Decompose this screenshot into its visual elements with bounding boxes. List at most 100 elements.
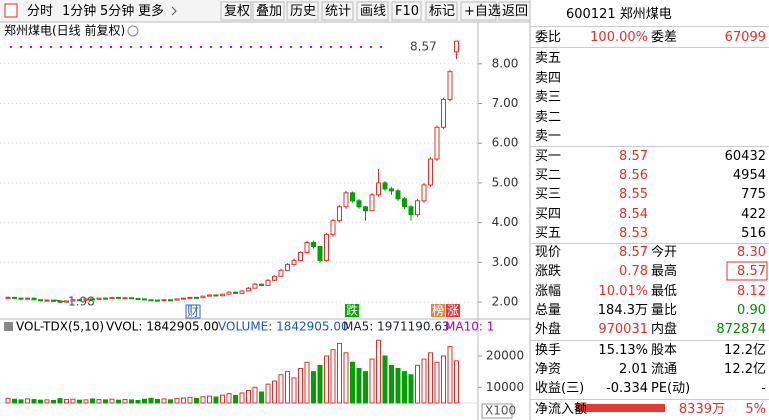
volume-bar bbox=[382, 355, 388, 404]
button[interactable] bbox=[321, 1, 354, 21]
button[interactable] bbox=[252, 1, 285, 21]
candle-body bbox=[207, 294, 212, 297]
bid-price: 8.57 bbox=[619, 149, 648, 164]
button[interactable] bbox=[220, 1, 252, 21]
button[interactable] bbox=[498, 1, 531, 21]
candle-body bbox=[343, 192, 349, 208]
tab[interactable]: 更多 bbox=[138, 4, 165, 19]
button-label[interactable]: 标记 bbox=[429, 4, 456, 19]
button-label[interactable]: 叠加 bbox=[256, 4, 283, 19]
button[interactable] bbox=[356, 1, 389, 21]
tab[interactable]: 分时 bbox=[27, 4, 54, 19]
volume-bar bbox=[168, 399, 173, 404]
label: 最高 bbox=[651, 264, 678, 280]
volume-bar bbox=[51, 399, 56, 404]
candle-body bbox=[408, 206, 414, 216]
candle-body bbox=[298, 251, 303, 261]
value: 12.2亿 bbox=[724, 343, 766, 358]
candle-body bbox=[434, 126, 440, 160]
volume-bar bbox=[363, 371, 368, 404]
stock-title: 600121 郑州煤电 bbox=[566, 7, 672, 22]
button-label[interactable]: 复权 bbox=[224, 4, 251, 19]
bid-volume: 775 bbox=[741, 187, 766, 203]
value: 8.57 bbox=[619, 245, 648, 260]
value: -0.334 bbox=[606, 381, 648, 397]
volume-bar bbox=[265, 383, 271, 404]
volume-bar bbox=[31, 399, 37, 404]
button-label[interactable]: 历史 bbox=[290, 4, 317, 19]
candle-body bbox=[415, 200, 420, 216]
volume-bar bbox=[129, 399, 134, 404]
candle-body bbox=[51, 299, 56, 302]
unit-box bbox=[481, 403, 513, 419]
button-label[interactable]: 返回 bbox=[502, 4, 529, 19]
button-label[interactable]: F10 bbox=[395, 4, 420, 19]
button-label[interactable]: +自选 bbox=[464, 4, 501, 19]
candle-body bbox=[272, 275, 277, 281]
value: 8339万 bbox=[678, 402, 725, 417]
candle-body bbox=[213, 294, 219, 297]
vol-icon[interactable] bbox=[4, 322, 13, 331]
volume-bar bbox=[369, 358, 375, 404]
vol-unit: X100 bbox=[485, 404, 516, 418]
candle-body bbox=[369, 194, 375, 212]
volume-bar bbox=[207, 395, 212, 404]
y-tick-label: 6.00 bbox=[492, 136, 519, 150]
candle-body bbox=[142, 298, 147, 301]
tab[interactable]: 1分钟 bbox=[62, 4, 97, 19]
menu-icon[interactable] bbox=[4, 3, 18, 18]
volume-bar bbox=[161, 398, 167, 404]
button[interactable] bbox=[391, 1, 422, 21]
label: 最低 bbox=[651, 283, 678, 299]
button-label[interactable]: 统计 bbox=[325, 4, 352, 19]
candle-body bbox=[187, 296, 193, 299]
y-tick-label: 4.00 bbox=[492, 215, 519, 229]
vol-tick-label: 20000 bbox=[486, 348, 524, 362]
vol-header: VOLUME: 1842905.00 bbox=[218, 320, 349, 334]
candle-body bbox=[12, 296, 17, 299]
volume-bar bbox=[200, 396, 206, 404]
value: 2.01 bbox=[619, 362, 648, 378]
candle-body bbox=[428, 158, 433, 186]
volume-bar bbox=[337, 342, 342, 404]
candle-body bbox=[38, 299, 43, 302]
candle-body bbox=[441, 99, 446, 128]
candle-body bbox=[135, 298, 141, 301]
volume-bar bbox=[148, 397, 154, 404]
volume-bar bbox=[408, 374, 414, 404]
marker: 榜 bbox=[432, 303, 444, 318]
candle-body bbox=[376, 182, 381, 196]
flow-bar bbox=[576, 404, 665, 412]
candle-body bbox=[285, 263, 290, 271]
button[interactable] bbox=[425, 1, 458, 21]
tab[interactable]: 5分钟 bbox=[100, 4, 135, 19]
candle-body bbox=[395, 190, 401, 200]
candle-body bbox=[265, 279, 271, 286]
candle-body bbox=[402, 198, 407, 208]
volume-bar bbox=[311, 371, 316, 404]
separator bbox=[530, 146, 769, 147]
candle-body bbox=[77, 299, 82, 302]
value: 100.00% bbox=[590, 30, 648, 45]
label: 流通 bbox=[651, 362, 678, 378]
label: 净资 bbox=[535, 362, 562, 378]
candle-body bbox=[311, 242, 316, 247]
volume-bar bbox=[356, 368, 362, 404]
button-label[interactable]: 画线 bbox=[360, 4, 387, 19]
value: 0.90 bbox=[737, 302, 766, 318]
button[interactable] bbox=[460, 1, 497, 21]
label: 委比 bbox=[535, 30, 562, 45]
candle-body bbox=[103, 297, 108, 300]
vol-tick-label: 10000 bbox=[486, 380, 524, 394]
bid-price: 8.53 bbox=[619, 225, 648, 241]
button[interactable] bbox=[286, 1, 319, 21]
candle-body bbox=[337, 206, 342, 222]
volume-bar bbox=[441, 355, 446, 404]
candle-body bbox=[70, 299, 76, 302]
title-icon[interactable] bbox=[127, 25, 139, 37]
bid-volume: 4954 bbox=[732, 168, 766, 184]
volume-bar bbox=[142, 398, 147, 404]
candle-body bbox=[90, 298, 95, 301]
volume-bar bbox=[389, 364, 394, 404]
candle-body bbox=[5, 296, 11, 299]
